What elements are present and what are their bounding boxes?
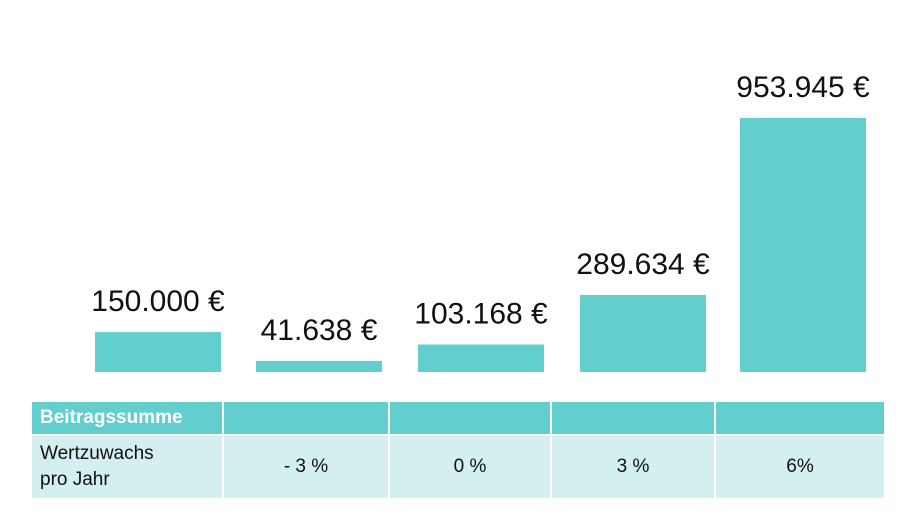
bar-chart: 150.000 € 41.638 € 103.168 € 289.634 € 953.9… [91,71,870,372]
header-label: Beitragssumme [40,407,183,428]
bar-3 [418,344,544,372]
header-cell [388,402,551,435]
row-label-cell: Wertzuwachs pro Jahr [32,434,223,498]
table-row: Wertzuwachs pro Jahr - 3 % 0 % 3 % 6% [32,434,884,498]
header-cell [550,402,715,435]
value-label-4: 289.634 € [576,248,710,281]
row-label-line1: Wertzuwachs [40,443,154,464]
bar-1 [95,332,221,372]
bar-4 [580,294,706,372]
header-cell-label: Beitragssumme [32,402,223,435]
rate-cell: 6% [714,434,884,498]
header-cell [714,402,884,435]
row-label-line2: pro Jahr [40,469,110,490]
rate-cell: - 3 % [222,434,389,498]
bar-2 [256,360,382,372]
value-label-2: 41.638 € [261,314,378,347]
value-label-5: 953.945 € [736,71,870,104]
rate-cell: 3 % [550,434,715,498]
value-label-1: 150.000 € [91,285,225,318]
header-cell [222,402,389,435]
rate-cell: 0 % [388,434,551,498]
value-label-3: 103.168 € [414,298,548,331]
data-table: Beitragssumme Wertzuwachs pro Jahr - 3 %… [32,402,884,498]
bar-5 [740,118,866,372]
table-header-row: Beitragssumme [32,402,884,435]
